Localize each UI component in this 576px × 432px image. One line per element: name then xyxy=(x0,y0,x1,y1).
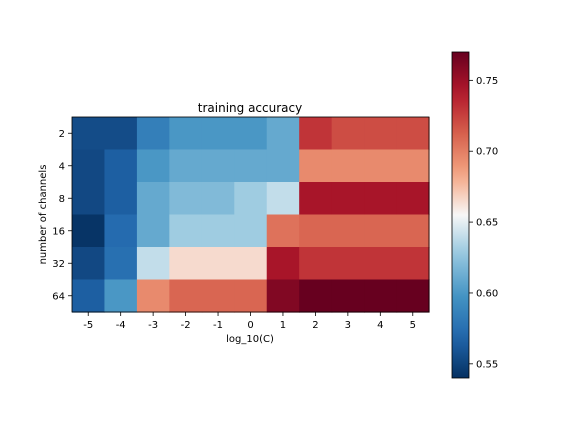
heatmap-cell xyxy=(299,279,333,313)
heatmap-cell xyxy=(396,279,430,313)
heatmap-cell xyxy=(364,247,398,281)
heatmap-cell xyxy=(201,247,235,281)
heatmap-cell xyxy=(299,182,333,216)
heatmap-cell xyxy=(299,149,333,183)
heatmap-cell xyxy=(396,214,430,248)
colorbar-tick-label: 0.70 xyxy=(476,147,498,158)
heatmap-cell xyxy=(234,182,268,216)
heatmap-cell xyxy=(266,247,300,281)
x-tick-label: 1 xyxy=(280,320,286,331)
heatmap-cell xyxy=(364,149,398,183)
heatmap-cell xyxy=(266,149,300,183)
heatmap-cell xyxy=(104,279,138,313)
heatmap-cell xyxy=(364,279,398,313)
heatmap-cell xyxy=(72,149,106,183)
x-axis-label: log_10(C) xyxy=(226,334,274,345)
heatmap-cell xyxy=(201,149,235,183)
heatmap-cell xyxy=(266,117,300,151)
heatmap-cell xyxy=(234,117,268,151)
heatmap-cell xyxy=(331,182,365,216)
heatmap-cell xyxy=(201,182,235,216)
x-tick-label: 4 xyxy=(377,320,383,331)
x-tick-label: 0 xyxy=(247,320,253,331)
heatmap-cell xyxy=(364,117,398,151)
heatmap-cell xyxy=(331,149,365,183)
heatmap-cell xyxy=(104,182,138,216)
colorbar-ticks: 0.55 0.60 0.65 0.70 0.75 xyxy=(469,76,498,370)
heatmap-cell xyxy=(104,247,138,281)
heatmap-cell xyxy=(266,182,300,216)
heatmap-cell xyxy=(72,214,106,248)
heatmap-cell xyxy=(299,247,333,281)
heatmap-cell xyxy=(396,117,430,151)
heatmap-cell xyxy=(396,182,430,216)
y-tick-label: 4 xyxy=(59,161,65,172)
y-tick-label: 32 xyxy=(52,259,65,270)
x-tick-label: -4 xyxy=(116,320,126,331)
heatmap-cell xyxy=(299,214,333,248)
x-tick-label: 5 xyxy=(410,320,416,331)
heatmap-cell xyxy=(136,149,170,183)
heatmap-cell xyxy=(169,149,203,183)
heatmap-cell xyxy=(331,117,365,151)
x-axis-ticks: -5 -4 -3 -2 -1 0 1 2 3 4 5 xyxy=(83,312,416,331)
heatmap-cell xyxy=(169,214,203,248)
heatmap-cell xyxy=(396,149,430,183)
x-tick-label: 3 xyxy=(345,320,351,331)
heatmap-cell xyxy=(234,279,268,313)
heatmap-cell xyxy=(266,214,300,248)
heatmap-cell xyxy=(136,279,170,313)
colorbar xyxy=(451,51,470,379)
y-tick-label: 2 xyxy=(59,129,65,140)
heatmap-cell xyxy=(136,214,170,248)
y-tick-label: 64 xyxy=(52,291,65,302)
y-tick-label: 16 xyxy=(52,226,65,237)
colorbar-tick-label: 0.55 xyxy=(476,359,498,370)
x-tick-label: -1 xyxy=(213,320,223,331)
heatmap-cell xyxy=(72,247,106,281)
heatmap-cell xyxy=(104,149,138,183)
heatmap-cell xyxy=(104,214,138,248)
heatmap-cells xyxy=(72,117,430,313)
chart-title: training accuracy xyxy=(198,101,302,115)
x-tick-label: -5 xyxy=(83,320,93,331)
heatmap-cell xyxy=(299,117,333,151)
heatmap-cell xyxy=(331,214,365,248)
heatmap-cell xyxy=(72,117,106,151)
heatmap-cell xyxy=(72,182,106,216)
y-axis-ticks: 2 4 8 16 32 64 xyxy=(52,129,72,302)
colorbar-tick-label: 0.60 xyxy=(476,288,498,299)
heatmap-cell xyxy=(169,279,203,313)
colorbar-tick-label: 0.65 xyxy=(476,218,498,229)
heatmap-cell xyxy=(331,247,365,281)
heatmap-cell xyxy=(201,279,235,313)
x-tick-label: 2 xyxy=(312,320,318,331)
heatmap-cell xyxy=(234,149,268,183)
heatmap-cell xyxy=(104,117,138,151)
heatmap-cell xyxy=(72,279,106,313)
heatmap-cell xyxy=(201,117,235,151)
heatmap-cell xyxy=(364,214,398,248)
heatmap-cell xyxy=(331,279,365,313)
heatmap-cell xyxy=(169,117,203,151)
heatmap-cell xyxy=(396,247,430,281)
heatmap-cell xyxy=(234,247,268,281)
colorbar-tick-label: 0.75 xyxy=(476,76,498,87)
heatmap-cell xyxy=(136,182,170,216)
heatmap-cell xyxy=(234,214,268,248)
heatmap-cell xyxy=(169,182,203,216)
heatmap-cell xyxy=(136,247,170,281)
x-tick-label: -2 xyxy=(181,320,191,331)
heatmap-cell xyxy=(136,117,170,151)
heatmap-cell xyxy=(364,182,398,216)
heatmap-cell xyxy=(169,247,203,281)
x-tick-label: -3 xyxy=(148,320,158,331)
y-axis-label: number of channels xyxy=(38,165,49,265)
heatmap-cell xyxy=(201,214,235,248)
colorbar-gradient xyxy=(451,51,470,379)
heatmap-cell xyxy=(266,279,300,313)
y-tick-label: 8 xyxy=(59,194,65,205)
